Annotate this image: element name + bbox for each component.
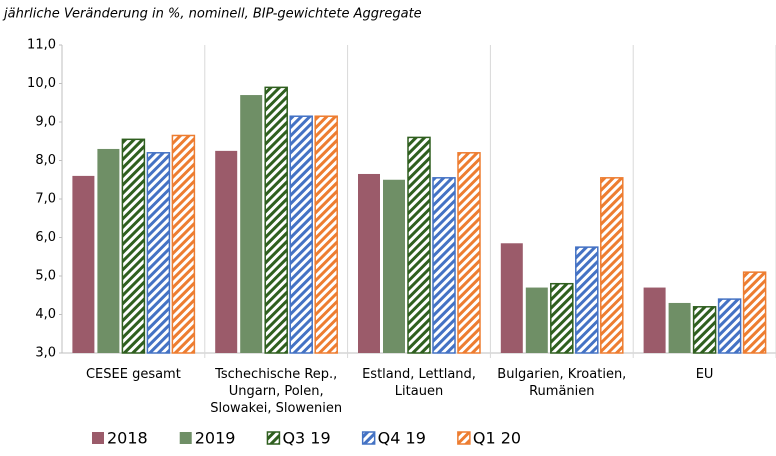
bar xyxy=(692,306,717,354)
legend-swatch xyxy=(457,431,471,445)
legend-label: 2018 xyxy=(107,429,148,448)
bar xyxy=(121,138,146,354)
bar xyxy=(289,115,313,354)
y-tick-label: 9,0 xyxy=(35,115,56,130)
bar xyxy=(668,302,691,353)
bar xyxy=(264,86,288,354)
bar xyxy=(457,152,481,354)
y-tick-label: 8,0 xyxy=(35,153,56,168)
x-tick-label: EU xyxy=(696,367,714,382)
x-tick-label: CESEE gesamt xyxy=(86,367,181,382)
y-tick-label: 6,0 xyxy=(35,230,56,245)
bar xyxy=(240,95,263,354)
bar xyxy=(575,246,599,354)
legend-swatch xyxy=(266,431,281,445)
bar xyxy=(97,148,120,353)
bar xyxy=(550,282,574,354)
bar xyxy=(643,287,666,353)
x-tick-label: Bulgarien, Kroatien, Rumänien xyxy=(497,367,626,399)
y-tick-label: 5,0 xyxy=(35,269,56,284)
legend-swatch xyxy=(179,432,192,444)
bar xyxy=(742,271,767,354)
y-tick-label: 4,0 xyxy=(35,307,56,322)
bar xyxy=(525,287,548,353)
legend-label: Q4 19 xyxy=(378,429,426,448)
x-tick-label: Estland, Lettland, Litauen xyxy=(362,367,476,399)
bar xyxy=(314,115,338,354)
y-tick-label: 3,0 xyxy=(35,346,56,361)
bar xyxy=(500,243,523,353)
y-tick-label: 10,0 xyxy=(27,76,56,91)
bar xyxy=(72,175,95,353)
x-tick-label: Tschechische Rep., Ungarn, Polen, Slowakei… xyxy=(210,367,342,416)
bar xyxy=(432,177,456,354)
bar xyxy=(717,298,742,354)
bar xyxy=(383,179,405,353)
legend-label: 2019 xyxy=(195,429,236,448)
legend-swatch xyxy=(92,432,104,444)
chart-subtitle: jährliche Veränderung in %, nominell, BI… xyxy=(2,7,422,22)
bar xyxy=(215,150,238,353)
bar xyxy=(358,173,380,353)
bar xyxy=(146,152,171,354)
legend-label: Q1 20 xyxy=(473,429,521,448)
y-tick-label: 7,0 xyxy=(35,192,56,207)
bar xyxy=(600,177,624,354)
legend-swatch xyxy=(361,431,376,445)
legend-label: Q3 19 xyxy=(282,429,330,448)
y-tick-label: 11,0 xyxy=(27,38,56,53)
bar xyxy=(171,134,196,354)
bar xyxy=(407,136,431,354)
